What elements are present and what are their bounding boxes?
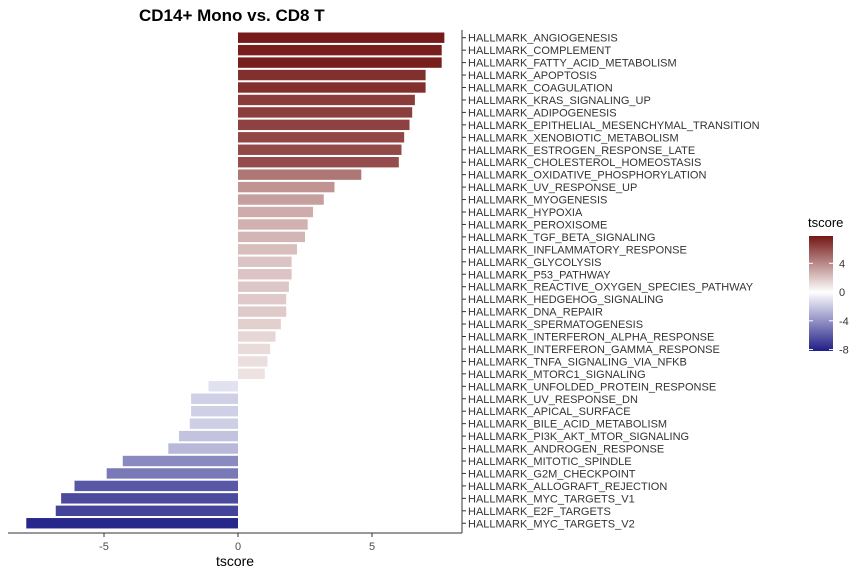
bar-hallmark-tnfa-signaling-via-nfkb: [238, 356, 268, 367]
pathway-label: HALLMARK_XENOBIOTIC_METABOLISM: [468, 132, 679, 144]
pathway-label: HALLMARK_MYOGENESIS: [468, 195, 607, 207]
bar-hallmark-inflammatory-response: [238, 244, 297, 255]
pathway-label: HALLMARK_PI3K_AKT_MTOR_SIGNALING: [468, 431, 689, 443]
bar-hallmark-adipogenesis: [238, 107, 413, 118]
legend-tick-label: -4: [839, 316, 849, 328]
legend-colorbar: [809, 236, 833, 351]
chart-title: CD14+ Mono vs. CD8 T: [139, 6, 325, 25]
pathway-label: HALLMARK_APOPTOSIS: [468, 70, 597, 82]
bar-hallmark-coagulation: [238, 82, 426, 93]
pathway-label: HALLMARK_P53_PATHWAY: [468, 269, 611, 281]
pathway-label: HALLMARK_SPERMATOGENESIS: [468, 319, 643, 331]
bar-hallmark-e2f-targets: [55, 505, 239, 516]
bar-hallmark-myc-targets-v2: [26, 518, 239, 529]
pathway-label: HALLMARK_MITOTIC_SPINDLE: [468, 456, 632, 468]
bar-hallmark-bile-acid-metabolism: [189, 418, 238, 429]
x-tick-label: 5: [369, 541, 375, 553]
pathway-label: HALLMARK_ANGIOGENESIS: [468, 33, 618, 45]
pathway-label: HALLMARK_MYC_TARGETS_V2: [468, 518, 635, 530]
pathway-label: HALLMARK_UNFOLDED_PROTEIN_RESPONSE: [468, 381, 716, 393]
bar-hallmark-estrogen-response-late: [238, 144, 402, 155]
bar-hallmark-hedgehog-signaling: [238, 293, 287, 305]
pathway-label: HALLMARK_TNFA_SIGNALING_VIA_NFKB: [468, 356, 687, 368]
x-tick-label: 0: [235, 541, 241, 553]
bar-hallmark-hypoxia: [238, 206, 314, 218]
bar-hallmark-interferon-alpha-response: [238, 331, 276, 342]
bar-hallmark-fatty-acid-metabolism: [238, 57, 442, 68]
pathway-label: HALLMARK_HEDGEHOG_SIGNALING: [468, 294, 664, 306]
bar-hallmark-complement: [238, 44, 442, 56]
legend-tick-label: -8: [839, 345, 849, 357]
pathway-label: HALLMARK_UV_RESPONSE_UP: [468, 182, 637, 194]
pathway-label: HALLMARK_TGF_BETA_SIGNALING: [468, 232, 655, 244]
pathway-label: HALLMARK_INFLAMMATORY_RESPONSE: [468, 244, 687, 256]
bars-layer: [26, 32, 445, 529]
bar-hallmark-xenobiotic-metabolism: [238, 132, 405, 143]
bar-hallmark-oxidative-phosphorylation: [238, 169, 362, 180]
bar-hallmark-mtorc1-signaling: [238, 368, 265, 380]
bar-hallmark-unfolded-protein-response: [208, 381, 238, 392]
pathway-label: HALLMARK_GLYCOLYSIS: [468, 257, 601, 269]
bar-hallmark-cholesterol-homeostasis: [238, 157, 399, 168]
bar-hallmark-pi3k-akt-mtor-signaling: [179, 430, 238, 442]
bar-hallmark-myogenesis: [238, 194, 324, 205]
bar-hallmark-interferon-gamma-response: [238, 343, 271, 355]
pathway-label: HALLMARK_COAGULATION: [468, 83, 613, 95]
bar-hallmark-p53-pathway: [238, 269, 292, 280]
bar-hallmark-myc-targets-v1: [61, 493, 239, 504]
bar-hallmark-allograft-rejection: [74, 480, 239, 492]
legend-tick-label: 4: [839, 258, 845, 270]
pathway-label: HALLMARK_CHOLESTEROL_HOMEOSTASIS: [468, 157, 701, 169]
x-axis-title: tscore: [216, 553, 254, 569]
pathway-label: HALLMARK_REACTIVE_OXYGEN_SPECIES_PATHWAY: [468, 282, 754, 294]
pathway-label: HALLMARK_OXIDATIVE_PHOSPHORYLATION: [468, 170, 706, 182]
pathway-label: HALLMARK_INTERFERON_ALPHA_RESPONSE: [468, 332, 714, 344]
pathway-label: HALLMARK_INTERFERON_GAMMA_RESPONSE: [468, 344, 720, 356]
pathway-label: HALLMARK_E2F_TARGETS: [468, 506, 611, 518]
bar-hallmark-uv-response-dn: [191, 393, 238, 404]
pathway-label: HALLMARK_MYC_TARGETS_V1: [468, 493, 635, 505]
pathway-label: HALLMARK_ADIPOGENESIS: [468, 107, 617, 119]
pathway-labels: HALLMARK_ANGIOGENESISHALLMARK_COMPLEMENT…: [462, 33, 760, 530]
pathway-label: HALLMARK_EPITHELIAL_MESENCHYMAL_TRANSITI…: [468, 120, 760, 132]
bar-hallmark-mitotic-spindle: [122, 455, 238, 467]
bar-hallmark-spermatogenesis: [238, 318, 281, 330]
pathway-label: HALLMARK_ANDROGEN_RESPONSE: [468, 444, 664, 456]
bar-hallmark-kras-signaling-up: [238, 94, 415, 106]
x-tick-label: -5: [99, 541, 109, 553]
bar-hallmark-apoptosis: [238, 69, 426, 81]
bar-hallmark-reactive-oxygen-species-pathway: [238, 281, 289, 292]
pathway-label: HALLMARK_KRAS_SIGNALING_UP: [468, 95, 651, 107]
bar-hallmark-androgen-response: [168, 443, 238, 454]
legend-tick-label: 0: [839, 287, 845, 299]
pathway-label: HALLMARK_UV_RESPONSE_DN: [468, 394, 638, 406]
bar-hallmark-dna-repair: [238, 306, 287, 317]
pathway-label: HALLMARK_DNA_REPAIR: [468, 307, 603, 319]
pathway-label: HALLMARK_APICAL_SURFACE: [468, 406, 631, 418]
pathway-label: HALLMARK_FATTY_ACID_METABOLISM: [468, 58, 677, 70]
legend-title: tscore: [808, 215, 843, 230]
pathway-label: HALLMARK_PEROXISOME: [468, 219, 607, 231]
pathway-label: HALLMARK_ALLOGRAFT_REJECTION: [468, 481, 667, 493]
bar-hallmark-peroxisome: [238, 219, 308, 230]
pathway-label: HALLMARK_COMPLEMENT: [468, 45, 611, 57]
bar-hallmark-epithelial-mesenchymal-transition: [238, 119, 410, 131]
pathway-label: HALLMARK_HYPOXIA: [468, 207, 583, 219]
bar-hallmark-uv-response-up: [238, 181, 335, 193]
legend-ticks: 4 0 -4 -8: [809, 258, 849, 357]
pathway-label: HALLMARK_G2M_CHECKPOINT: [468, 468, 636, 480]
bar-hallmark-angiogenesis: [238, 32, 445, 43]
x-axis-ticks: -5 0 5: [99, 533, 375, 553]
bar-hallmark-apical-surface: [191, 406, 238, 417]
bar-hallmark-tgf-beta-signaling: [238, 231, 305, 243]
pathway-label: HALLMARK_ESTROGEN_RESPONSE_LATE: [468, 145, 695, 157]
pathway-label: HALLMARK_BILE_ACID_METABOLISM: [468, 419, 667, 431]
pathway-label: HALLMARK_MTORC1_SIGNALING: [468, 369, 646, 381]
bar-hallmark-g2m-checkpoint: [106, 468, 239, 479]
bar-hallmark-glycolysis: [238, 256, 292, 267]
